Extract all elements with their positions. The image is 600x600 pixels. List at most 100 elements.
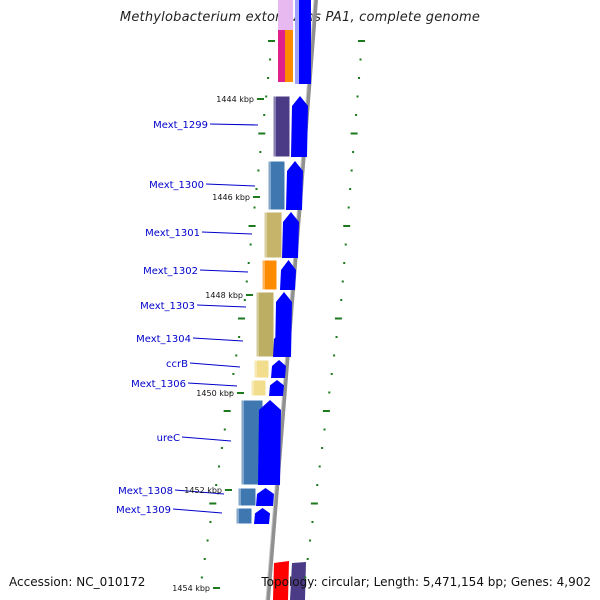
tick-layer [200, 40, 365, 579]
gene-label-line [205, 183, 256, 187]
kbp-tick [246, 294, 253, 296]
gene-label: Mext_1301 [145, 228, 200, 239]
tick-mark-outer [330, 373, 333, 375]
tick-mark-outer [310, 502, 318, 505]
gene-label-line [181, 436, 232, 442]
tick-mark-outer [309, 539, 312, 542]
tick-mark-inner [215, 484, 218, 486]
kbp-label: 1452 kbp [184, 486, 222, 495]
kbp-marker: 1444 kbp [216, 95, 264, 104]
kbp-label: 1450 kbp [196, 389, 234, 398]
tick-mark-outer [355, 114, 358, 116]
kbp-tick [253, 196, 260, 198]
cog-block [272, 95, 291, 158]
kbp-layer: 1444 kbp 1446 kbp 1448 kbp 1450 kbp 1452 kbp… [172, 95, 264, 593]
cog-block [261, 259, 278, 291]
tick-mark-outer [343, 225, 351, 227]
bottom-feature-group [273, 561, 306, 600]
tick-mark-inner [203, 558, 206, 560]
tick-mark-outer [347, 206, 350, 209]
cog-block [253, 359, 270, 379]
kbp-marker: 1446 kbp [212, 193, 260, 202]
gene-feature: Mext_1299 [153, 95, 308, 158]
cog-segment [285, 30, 293, 82]
tick-mark-inner [267, 77, 270, 79]
cog-block-highlight [241, 400, 244, 485]
kbp-label: 1454 kbp [172, 584, 210, 593]
gene-feature: ccrB [166, 359, 286, 379]
tick-mark-inner [263, 114, 266, 116]
tick-mark-inner [247, 262, 250, 264]
cog-segment [290, 562, 306, 600]
gene-label: Mext_1309 [116, 505, 171, 516]
gene-label: Mext_1306 [131, 379, 186, 390]
cds-arrow [273, 330, 290, 357]
tick-mark-outer [349, 188, 352, 190]
genome-backbone [266, 0, 318, 600]
cog-block [237, 487, 257, 507]
tick-mark-outer [340, 299, 343, 301]
tick-mark-outer [321, 447, 324, 449]
cog-block-highlight [238, 488, 241, 506]
gene-layer: Mext_1299 Mext_1300 Mext_1301 Mext_1302 Mext… [116, 95, 308, 525]
tick-mark-outer [304, 576, 307, 579]
tick-mark-outer [333, 354, 336, 357]
tick-mark-inner [259, 151, 262, 153]
gene-label-line [187, 382, 238, 387]
gene-label-line [209, 123, 259, 126]
gene-label-line [174, 489, 225, 495]
tick-mark-inner [220, 447, 223, 449]
tick-mark-inner [223, 428, 226, 431]
cds-arrow [269, 380, 284, 396]
accession-label: Accession: NC_010172 [9, 575, 146, 589]
tick-mark-outer [335, 336, 338, 338]
tick-mark-outer [352, 151, 355, 153]
cog-block-highlight [236, 508, 239, 524]
tick-mark-inner [218, 465, 221, 468]
tick-mark-outer [306, 558, 309, 560]
gene-feature: Mext_1306 [131, 379, 284, 397]
kbp-tick [225, 489, 232, 491]
tick-mark-outer [323, 428, 326, 431]
tick-mark-outer [341, 280, 344, 283]
tick-mark-outer [328, 391, 331, 394]
tick-mark-inner [249, 243, 252, 246]
kbp-marker: 1450 kbp [196, 389, 244, 398]
gene-feature: Mext_1302 [143, 259, 296, 291]
kbp-marker: 1452 kbp [184, 486, 232, 495]
tick-mark-outer [350, 132, 358, 135]
gene-label: Mext_1299 [153, 120, 208, 131]
gene-feature: Mext_1301 [145, 211, 299, 259]
kbp-label: 1448 kbp [205, 291, 243, 300]
tick-mark-inner [257, 169, 260, 172]
gene-feature: ureC [157, 399, 281, 486]
cog-block-highlight [264, 212, 267, 258]
cog-segment [278, 0, 293, 30]
gene-feature: Mext_1309 [116, 505, 270, 525]
tick-mark-outer [311, 521, 314, 523]
tick-mark-inner [245, 280, 248, 283]
gene-label: Mext_1303 [140, 301, 195, 312]
cds-block [297, 0, 311, 84]
tick-mark-outer [334, 317, 342, 320]
tick-mark-outer [316, 484, 319, 486]
cds-arrow [286, 161, 303, 210]
kbp-label: 1446 kbp [212, 193, 250, 202]
tick-mark-inner [209, 502, 217, 505]
gene-feature: Mext_1308 [118, 486, 274, 507]
tick-mark-inner [223, 410, 231, 412]
tick-mark-outer [358, 77, 361, 79]
tick-mark-outer [343, 262, 346, 264]
tick-mark-inner [268, 40, 275, 42]
gene-label: ureC [157, 433, 180, 444]
cds-arrow [271, 360, 286, 378]
cds-arrow [256, 488, 274, 506]
gene-label-line [199, 269, 249, 273]
cog-block-highlight [273, 96, 276, 157]
gene-label-line [192, 337, 244, 342]
tick-mark-inner [237, 317, 245, 320]
gene-label: Mext_1304 [136, 334, 191, 345]
cog-block [263, 211, 283, 259]
tick-mark-outer [350, 169, 353, 172]
